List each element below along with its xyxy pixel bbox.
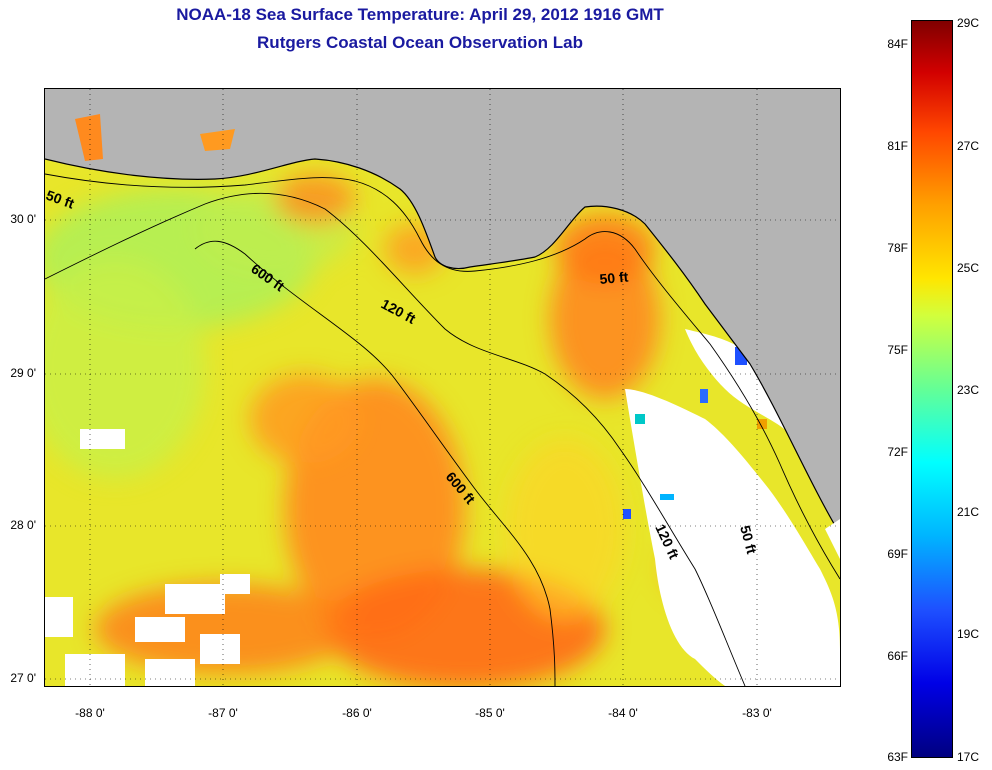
x-tick-84: -84 0' (608, 706, 638, 720)
y-tick-30: 30 0' (10, 212, 36, 226)
x-tick-83: -83 0' (742, 706, 772, 720)
cloud-mask (45, 94, 840, 686)
colorbar-c-17: 17C (957, 750, 980, 764)
colorbar-c-25: 25C (957, 261, 980, 275)
colorbar-f-72: 72F (887, 445, 908, 459)
x-tick-87: -87 0' (208, 706, 238, 720)
x-tick-88: -88 0' (75, 706, 105, 720)
sst-map-canvas: 50 ft 600 ft 120 ft 50 ft 600 ft 120 ft … (45, 89, 840, 686)
colorbar-f-75: 75F (887, 343, 908, 357)
colorbar-f-84: 84F (887, 37, 908, 51)
colorbar-c-29: 29C (957, 16, 980, 30)
coastline (45, 158, 840, 535)
contour-label-50ft-big-bend: 50 ft (599, 269, 629, 287)
bathymetry-contours (45, 173, 840, 686)
pensacola-bay (200, 129, 235, 151)
x-tick-85: -85 0' (475, 706, 505, 720)
contour-label-50ft-south: 50 ft (737, 524, 760, 556)
contour-50ft-north (45, 173, 840, 580)
y-tick-28: 28 0' (10, 518, 36, 532)
colorbar-f-81: 81F (887, 139, 908, 153)
temperature-colorbar (911, 20, 953, 758)
x-tick-86: -86 0' (342, 706, 372, 720)
mobile-bay (75, 114, 103, 161)
land-area (45, 89, 840, 534)
contour-120ft (45, 192, 746, 686)
tampa-bay (825, 519, 840, 559)
colorbar-f-78: 78F (887, 241, 908, 255)
sst-map[interactable]: 50 ft 600 ft 120 ft 50 ft 600 ft 120 ft … (44, 88, 841, 687)
colorbar-f-66: 66F (887, 649, 908, 663)
y-tick-29: 29 0' (10, 366, 36, 380)
contour-600ft (194, 240, 556, 686)
title-line-1: NOAA-18 Sea Surface Temperature: April 2… (176, 5, 664, 24)
colorbar-c-27: 27C (957, 139, 980, 153)
cold-spots (623, 347, 767, 519)
temperature-field (45, 174, 745, 686)
colorbar-f-69: 69F (887, 547, 908, 561)
colorbar-c-23: 23C (957, 383, 980, 397)
colorbar-f-63: 63F (887, 750, 908, 764)
title-line-2: Rutgers Coastal Ocean Observation Lab (257, 33, 583, 52)
colorbar-c-19: 19C (957, 627, 980, 641)
y-tick-27: 27 0' (10, 671, 36, 685)
colorbar-c-21: 21C (957, 505, 980, 519)
